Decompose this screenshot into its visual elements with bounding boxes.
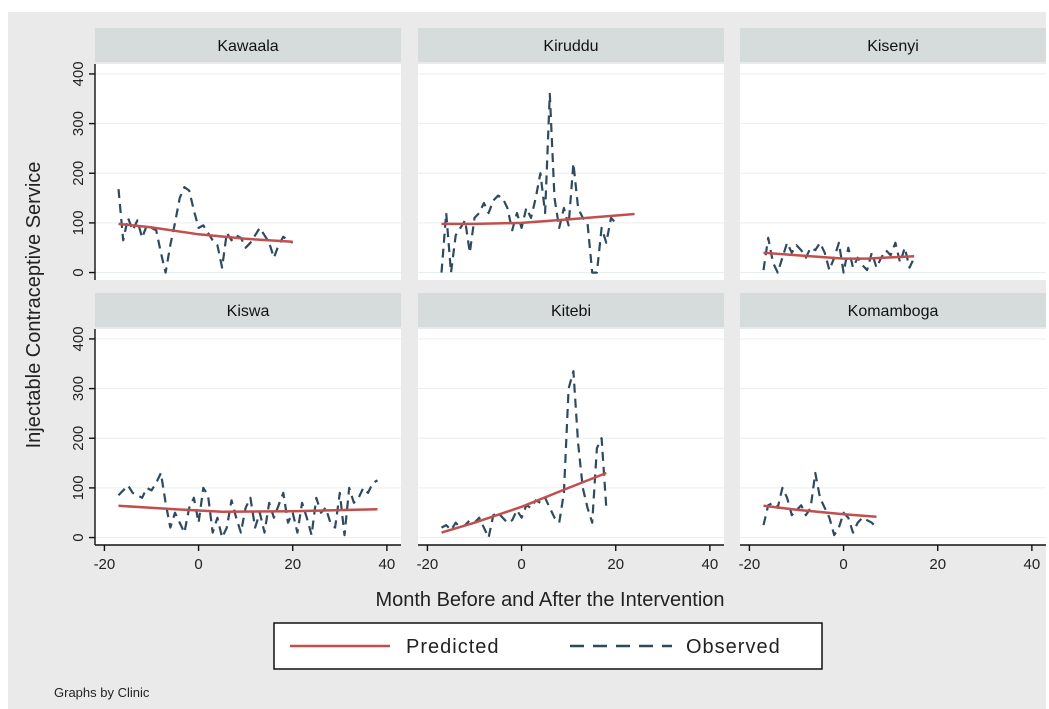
panel-title-kisenyi: Kisenyi bbox=[867, 38, 919, 55]
panel-strip-kawaala bbox=[95, 28, 401, 62]
panel-title-kiswa: Kiswa bbox=[227, 303, 270, 320]
y-tick-label-row1-200: 200 bbox=[70, 426, 87, 451]
observed-line-komamboga bbox=[762, 471, 878, 537]
plot-area-kawaala bbox=[95, 64, 401, 280]
graphs-by-note: Graphs by Clinic bbox=[54, 685, 150, 700]
x-tick-label-komamboga-40: 40 bbox=[1024, 556, 1041, 573]
x-tick-label-kitebi-20: 20 bbox=[607, 556, 624, 573]
panel-komamboga: Komamboga bbox=[740, 293, 1046, 545]
y-tick-label-row0-200: 200 bbox=[70, 161, 87, 186]
observed-line-kawaala bbox=[117, 186, 294, 274]
plot-area-kisenyi bbox=[740, 64, 1046, 280]
x-tick-label-kiswa-0: 0 bbox=[194, 556, 202, 573]
y-tick-label-row0-300: 300 bbox=[70, 111, 87, 136]
panel-title-komamboga: Komamboga bbox=[848, 303, 939, 320]
plot-area-komamboga bbox=[740, 329, 1046, 545]
x-tick-label-kitebi-0: 0 bbox=[517, 556, 525, 573]
y-axis-title: Injectable Contraceptive Service bbox=[23, 162, 45, 449]
y-tick-label-row0-400: 400 bbox=[70, 61, 87, 86]
x-tick-label-kitebi-40: 40 bbox=[702, 556, 719, 573]
predicted-line-kawaala bbox=[118, 222, 293, 244]
x-axis-title: Month Before and After the Intervention bbox=[375, 589, 724, 611]
panels-layer: Kawaala Kiruddu Kisenyi Kiswa Kitebi Komambog… bbox=[95, 28, 1046, 545]
panel-strip-kisenyi bbox=[740, 28, 1046, 62]
panel-title-kitebi: Kitebi bbox=[551, 303, 591, 320]
panel-kitebi: Kitebi bbox=[418, 293, 724, 545]
observed-line-kisenyi bbox=[762, 236, 916, 274]
y-tick-label-row1-400: 400 bbox=[70, 326, 87, 351]
panel-kawaala: Kawaala bbox=[95, 28, 401, 280]
legend-predicted-label: Predicted bbox=[406, 636, 500, 658]
y-tick-label-row1-100: 100 bbox=[70, 475, 87, 500]
y-tick-label-row1-300: 300 bbox=[70, 376, 87, 401]
panel-strip-kiruddu bbox=[418, 28, 724, 62]
predicted-line-kiswa bbox=[118, 504, 378, 513]
x-tick-label-komamboga-20: 20 bbox=[929, 556, 946, 573]
panel-kiswa: Kiswa bbox=[95, 293, 401, 545]
predicted-line-kitebi bbox=[441, 471, 607, 534]
predicted-line-komamboga bbox=[763, 504, 877, 518]
predicted-line-kiruddu bbox=[441, 212, 635, 226]
panel-title-kiruddu: Kiruddu bbox=[543, 38, 598, 55]
legend-observed-label: Observed bbox=[686, 636, 781, 658]
legend: Predicted Observed bbox=[273, 622, 823, 670]
panel-strip-kiswa bbox=[95, 293, 401, 327]
panel-kisenyi: Kisenyi bbox=[740, 28, 1046, 280]
plot-area-kitebi bbox=[418, 329, 724, 545]
panel-kiruddu: Kiruddu bbox=[418, 28, 724, 280]
x-tick-label-komamboga--20: -20 bbox=[739, 556, 761, 573]
y-tick-label-row0-100: 100 bbox=[70, 210, 87, 235]
observed-line-kitebi bbox=[440, 370, 608, 539]
panel-strip-kitebi bbox=[418, 293, 724, 327]
y-tick-label-row0-0: 0 bbox=[70, 268, 87, 276]
x-tick-label-kiswa-40: 40 bbox=[379, 556, 396, 573]
x-tick-label-kiswa-20: 20 bbox=[284, 556, 301, 573]
panel-title-kawaala: Kawaala bbox=[217, 38, 278, 55]
panel-strip-komamboga bbox=[740, 293, 1046, 327]
observed-line-kiswa bbox=[117, 471, 379, 539]
x-tick-label-komamboga-0: 0 bbox=[839, 556, 847, 573]
x-tick-label-kitebi--20: -20 bbox=[417, 556, 439, 573]
observed-line-kiruddu bbox=[440, 92, 617, 274]
x-tick-label-kiswa--20: -20 bbox=[94, 556, 116, 573]
plot-area-kiruddu bbox=[418, 64, 724, 280]
predicted-line-kisenyi bbox=[763, 251, 915, 260]
y-tick-label-row1-0: 0 bbox=[70, 533, 87, 541]
